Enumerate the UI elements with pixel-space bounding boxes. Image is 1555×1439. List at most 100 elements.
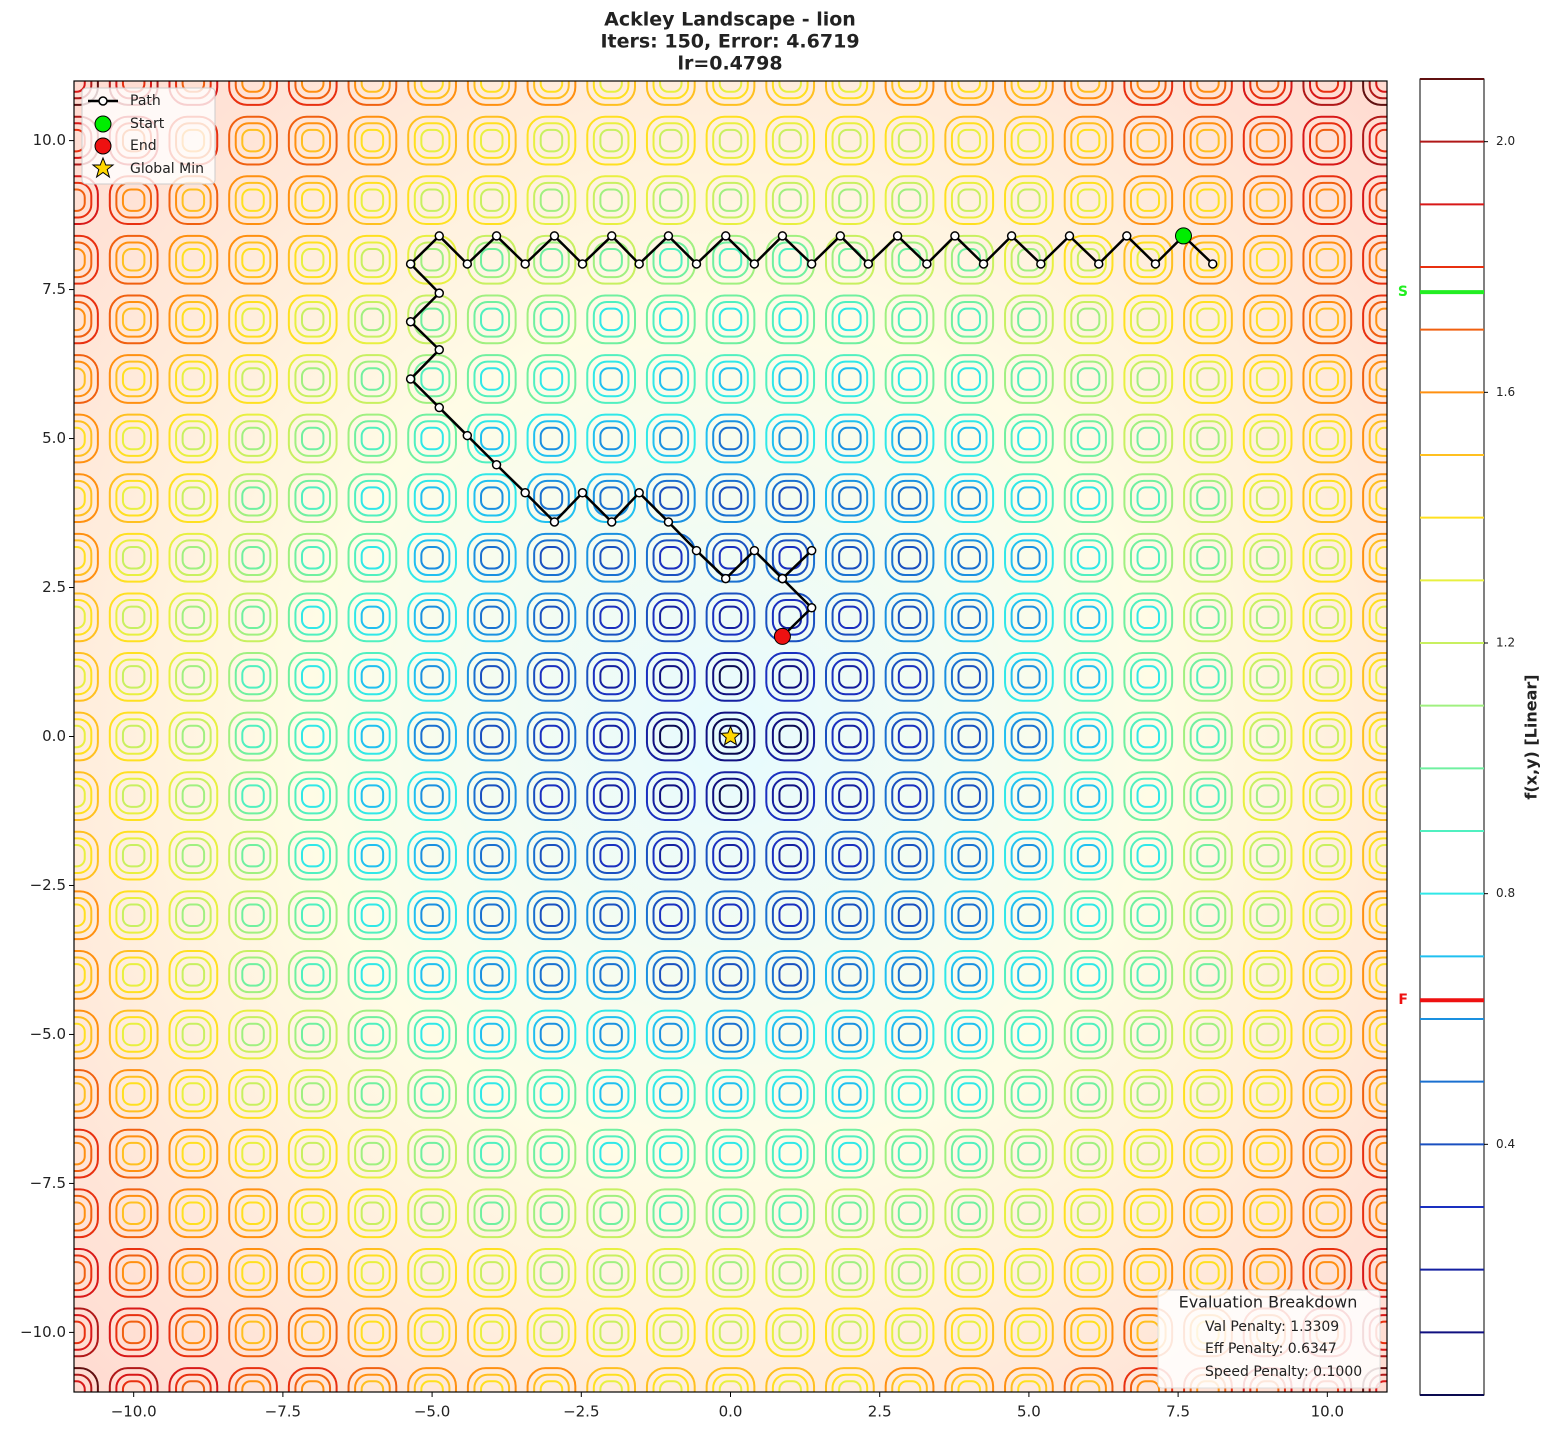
contour: [74, 367, 86, 391]
path-point: [549, 231, 560, 241]
contour: [718, 426, 743, 451]
contour: [1189, 1016, 1227, 1053]
contour: [586, 294, 637, 345]
contour: [891, 181, 928, 219]
contour: [944, 175, 995, 226]
contour: [407, 771, 457, 821]
contour: [838, 188, 862, 212]
contour: [778, 1082, 802, 1106]
contour: [950, 777, 988, 815]
contour: [957, 545, 981, 570]
contour: [1315, 128, 1340, 153]
contour: [884, 1069, 935, 1119]
contour: [1255, 128, 1280, 153]
contour: [891, 837, 928, 874]
contour: [234, 777, 272, 815]
contour: [1242, 354, 1293, 404]
contour: [413, 1135, 451, 1172]
contour: [712, 777, 749, 815]
contour: [1309, 658, 1346, 696]
contour: [108, 711, 159, 762]
contour: [824, 115, 875, 166]
contour: [241, 1022, 265, 1047]
contour: [473, 360, 511, 398]
contour: [1063, 771, 1114, 821]
contour: [1004, 1188, 1054, 1239]
contour: [420, 1261, 444, 1285]
contour: [659, 784, 683, 808]
breakdown-item: Eff Penalty: 0.6347: [1205, 1341, 1337, 1357]
contour: [950, 301, 988, 338]
contour: [108, 1188, 159, 1239]
x-tick-label: 0.0: [719, 1403, 743, 1421]
contour: [712, 122, 749, 159]
contour: [1183, 1128, 1233, 1179]
contour: [1196, 963, 1220, 987]
contour: [234, 122, 272, 159]
contour: [347, 949, 398, 1000]
contour: [765, 532, 816, 583]
contour: [1129, 241, 1167, 279]
contour: [466, 1307, 517, 1358]
contour: [539, 1022, 564, 1047]
contour: [1123, 711, 1174, 762]
contour: [294, 777, 332, 815]
legend-swatch: [98, 96, 108, 106]
contour: [884, 1188, 935, 1239]
contour: [413, 81, 451, 100]
y-tick-label: 5.0: [42, 429, 66, 447]
contour: [228, 81, 278, 106]
contour: [705, 294, 756, 345]
contour: [1017, 1380, 1041, 1392]
contour: [884, 413, 935, 464]
contour: [652, 479, 690, 517]
contour: [1004, 1069, 1054, 1119]
contour: [718, 545, 743, 570]
contour: [1004, 294, 1054, 345]
contour: [181, 605, 206, 630]
contour: [526, 1069, 577, 1119]
contour: [1076, 1082, 1101, 1106]
contour: [74, 724, 86, 749]
contour: [473, 658, 511, 696]
contour: [473, 181, 511, 219]
contour: [599, 248, 623, 272]
contour: [466, 652, 517, 702]
contour: [950, 360, 988, 398]
contour: [599, 426, 623, 451]
contour: [181, 367, 206, 391]
contour: [480, 128, 504, 153]
contour: [480, 426, 504, 451]
contour: [115, 658, 152, 696]
contour: [526, 354, 577, 404]
contour: [1302, 652, 1353, 702]
contour: [539, 1082, 564, 1106]
contour: [778, 724, 802, 749]
contour: [1004, 1247, 1054, 1298]
contour: [659, 486, 683, 510]
contour: [592, 539, 630, 577]
contour: [838, 1380, 862, 1392]
contour: [1004, 830, 1054, 881]
contour: [108, 592, 159, 643]
contour: [1255, 307, 1280, 332]
contour: [407, 1247, 457, 1298]
contour: [652, 658, 690, 696]
contour: [1362, 354, 1387, 404]
contour: [1189, 479, 1227, 517]
contour: [1309, 1135, 1346, 1172]
contour: [765, 1009, 816, 1060]
contour: [957, 784, 981, 808]
contour: [957, 1141, 981, 1166]
contour: [360, 367, 385, 391]
contour: [592, 718, 630, 755]
contour: [1063, 830, 1114, 881]
contour: [300, 1022, 325, 1047]
contour: [586, 115, 637, 166]
contour: [473, 837, 511, 874]
contour: [1017, 1320, 1041, 1345]
contour: [74, 711, 99, 762]
contour: [480, 1320, 504, 1345]
contour: [1309, 896, 1346, 934]
contour: [1123, 771, 1174, 821]
